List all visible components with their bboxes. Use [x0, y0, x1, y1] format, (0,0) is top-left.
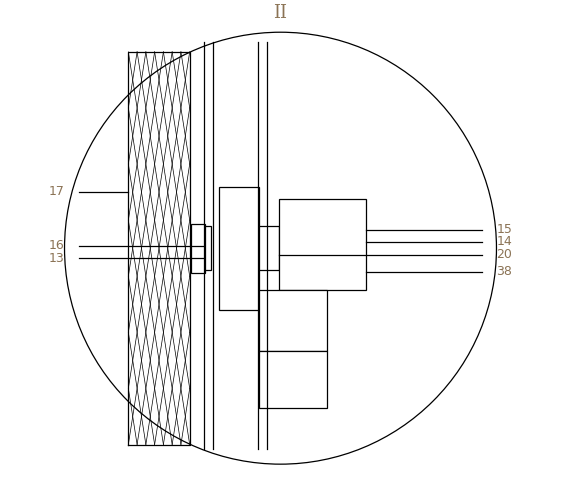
- Text: 16: 16: [49, 239, 65, 252]
- Text: 20: 20: [496, 248, 512, 261]
- Text: 14: 14: [496, 235, 512, 248]
- Bar: [259, 351, 327, 408]
- Text: 15: 15: [496, 223, 512, 236]
- Bar: [191, 224, 205, 273]
- Bar: [219, 187, 259, 309]
- Text: II: II: [274, 3, 287, 22]
- Text: 38: 38: [496, 265, 512, 278]
- Bar: [205, 226, 211, 270]
- Bar: [259, 226, 279, 270]
- Bar: [259, 290, 327, 351]
- Text: 13: 13: [49, 251, 65, 264]
- Text: 17: 17: [49, 185, 65, 198]
- Bar: [279, 199, 366, 290]
